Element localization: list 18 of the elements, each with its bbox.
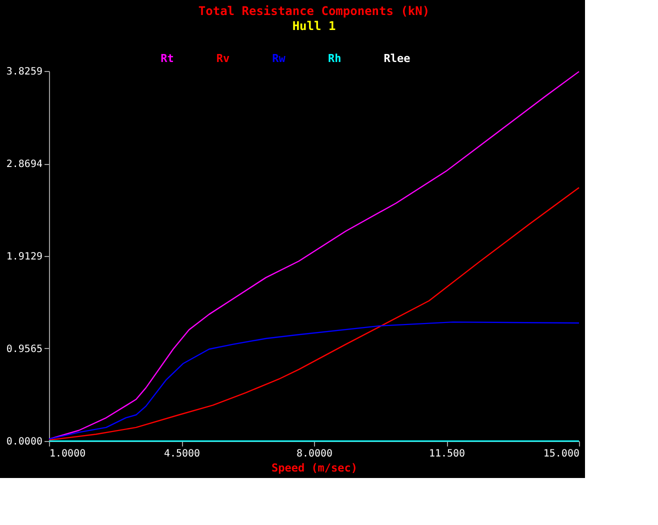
text: Rt bbox=[160, 52, 174, 65]
chart-title: Total Resistance Components (kN) bbox=[198, 4, 430, 18]
y-tick-label: 3.8259 bbox=[6, 66, 42, 78]
x-tick-label: 8.0000 bbox=[296, 448, 333, 460]
text: Rh bbox=[328, 52, 342, 65]
y-tick-label: 1.9129 bbox=[6, 252, 42, 263]
y-tick-label: 0.9565 bbox=[6, 344, 42, 355]
chart-subtitle: Hull 1 bbox=[292, 19, 336, 33]
text: Rw bbox=[272, 52, 286, 65]
x-tick-label: 4.5000 bbox=[164, 448, 200, 460]
x-tick-label: 15.000 bbox=[543, 448, 580, 460]
x-axis-title: Speed (m/sec) bbox=[271, 462, 358, 474]
legend-label: Rlee bbox=[384, 52, 411, 65]
x-tick-label: 11.500 bbox=[428, 448, 466, 460]
text: Rv bbox=[216, 52, 230, 65]
y-tick-label: 0.0000 bbox=[6, 436, 42, 448]
y-tick-label: 2.8694 bbox=[6, 159, 42, 170]
x-tick-label: 1.0000 bbox=[50, 448, 86, 460]
